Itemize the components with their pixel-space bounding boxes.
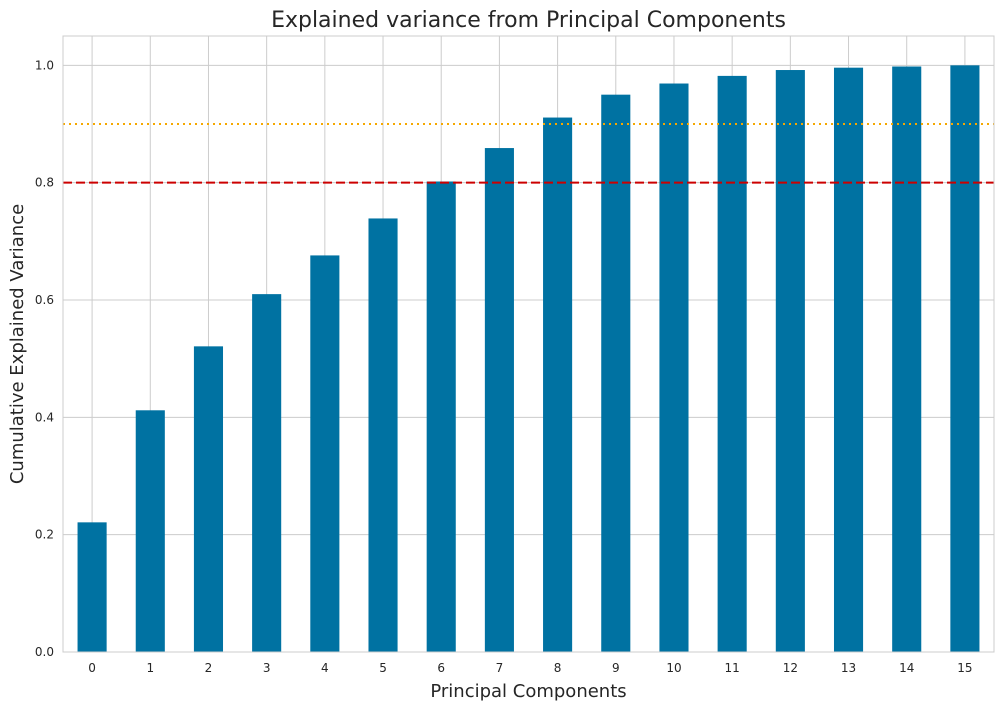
x-tick-label-4: 4 <box>321 661 329 675</box>
bars <box>77 65 980 653</box>
x-tick-label-9: 9 <box>612 661 620 675</box>
bar-pc-2 <box>193 346 224 652</box>
x-tick-label-8: 8 <box>554 661 562 675</box>
bar-pc-9 <box>601 94 631 652</box>
bar-pc-10 <box>659 83 689 652</box>
x-tick-label-0: 0 <box>88 661 96 675</box>
x-tick-labels: 0 1 2 3 4 5 6 7 8 9 10 11 12 13 14 15 <box>88 661 972 675</box>
x-tick-label-6: 6 <box>437 661 445 675</box>
y-tick-label-0.8: 0.8 <box>35 176 54 190</box>
bar-pc-3 <box>252 294 282 652</box>
bar-pc-4 <box>310 255 340 652</box>
y-axis-label: Cumulative Explained Variance <box>7 204 28 484</box>
bar-pc-5 <box>368 218 398 652</box>
reference-lines <box>63 123 994 184</box>
x-tick-label-15: 15 <box>957 661 972 675</box>
x-tick-label-10: 10 <box>666 661 681 675</box>
x-tick-label-7: 7 <box>496 661 504 675</box>
y-tick-label-0.4: 0.4 <box>35 410 54 424</box>
x-tick-label-11: 11 <box>725 661 740 675</box>
y-tick-label-1.0: 1.0 <box>35 58 54 72</box>
x-tick-label-12: 12 <box>783 661 798 675</box>
x-tick-label-3: 3 <box>263 661 271 675</box>
y-tick-label-0.0: 0.0 <box>35 645 54 659</box>
bar-pc-14 <box>892 66 922 653</box>
bar-pc-1 <box>135 410 165 652</box>
x-tick-label-5: 5 <box>379 661 387 675</box>
bar-pc-15 <box>950 65 980 653</box>
plot-frame <box>62 35 995 653</box>
bar-pc-8 <box>543 117 573 652</box>
y-tick-label-0.2: 0.2 <box>35 528 54 542</box>
x-tick-label-2: 2 <box>205 661 213 675</box>
bar-pc-0 <box>77 522 107 652</box>
bar-pc-11 <box>717 75 747 653</box>
x-axis-label: Principal Components <box>430 681 626 702</box>
bar-pc-12 <box>775 70 805 652</box>
chart-title: Explained variance from Principal Compon… <box>271 8 786 33</box>
y-tick-label-0.6: 0.6 <box>35 293 54 307</box>
x-tick-label-14: 14 <box>899 661 914 675</box>
x-tick-label-1: 1 <box>146 661 154 675</box>
bar-pc-6 <box>426 181 456 652</box>
x-tick-label-13: 13 <box>841 661 856 675</box>
bar-pc-7 <box>484 148 514 652</box>
bar-pc-13 <box>833 67 864 653</box>
y-tick-labels: 0.0 0.2 0.4 0.6 0.8 1.0 <box>35 58 54 659</box>
